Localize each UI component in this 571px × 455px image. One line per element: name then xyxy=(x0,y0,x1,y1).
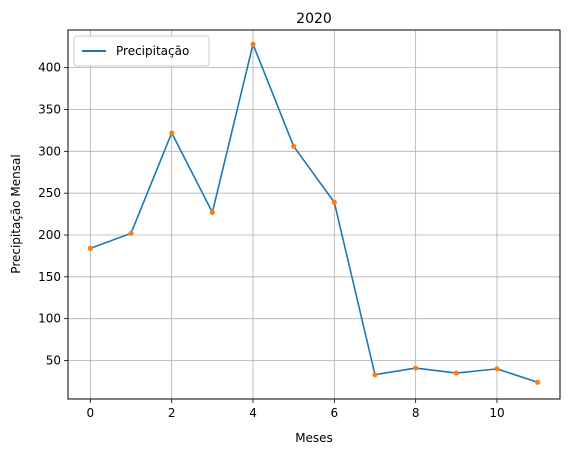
y-tick-label: 400 xyxy=(38,61,61,75)
series-line-precipitacao xyxy=(90,43,538,384)
data-point xyxy=(128,230,134,236)
y-tick-label: 150 xyxy=(38,270,61,284)
data-point xyxy=(535,379,541,385)
data-point xyxy=(372,372,378,378)
x-tick-label: 0 xyxy=(87,406,95,420)
grid xyxy=(68,30,560,399)
y-tick-label: 50 xyxy=(46,354,61,368)
plot-frame xyxy=(67,29,561,400)
data-point xyxy=(453,370,459,376)
y-axis-label: Precipitação Mensal xyxy=(9,154,23,273)
x-tick-label: 6 xyxy=(331,406,339,420)
data-point xyxy=(331,199,337,205)
y-tick-label: 100 xyxy=(38,312,61,326)
x-axis-ticks: 0 2 4 6 8 10 xyxy=(87,399,505,420)
y-axis-ticks: 50 100 150 200 250 300 350 400 xyxy=(38,61,68,368)
x-tick-label: 2 xyxy=(168,406,176,420)
x-tick-label: 8 xyxy=(412,406,420,420)
data-point xyxy=(209,209,215,216)
data-point xyxy=(291,143,297,149)
y-tick-label: 350 xyxy=(38,102,61,116)
y-tick-label: 250 xyxy=(38,186,61,200)
legend-box xyxy=(73,35,210,67)
data-point xyxy=(87,245,93,251)
x-axis-label: Meses xyxy=(295,431,333,445)
x-tick-label: 10 xyxy=(489,406,504,420)
x-tick-label: 4 xyxy=(249,406,257,420)
series-group xyxy=(87,41,541,385)
y-tick-label: 300 xyxy=(38,144,61,158)
legend-label-precipitacao: Precipitação xyxy=(116,44,189,58)
legend: Precipitação xyxy=(73,35,210,67)
y-tick-label: 200 xyxy=(38,228,61,242)
chart-title: 2020 xyxy=(296,11,332,27)
data-point xyxy=(494,366,500,372)
data-point xyxy=(413,365,419,371)
data-point xyxy=(169,130,175,136)
data-point xyxy=(250,41,256,47)
